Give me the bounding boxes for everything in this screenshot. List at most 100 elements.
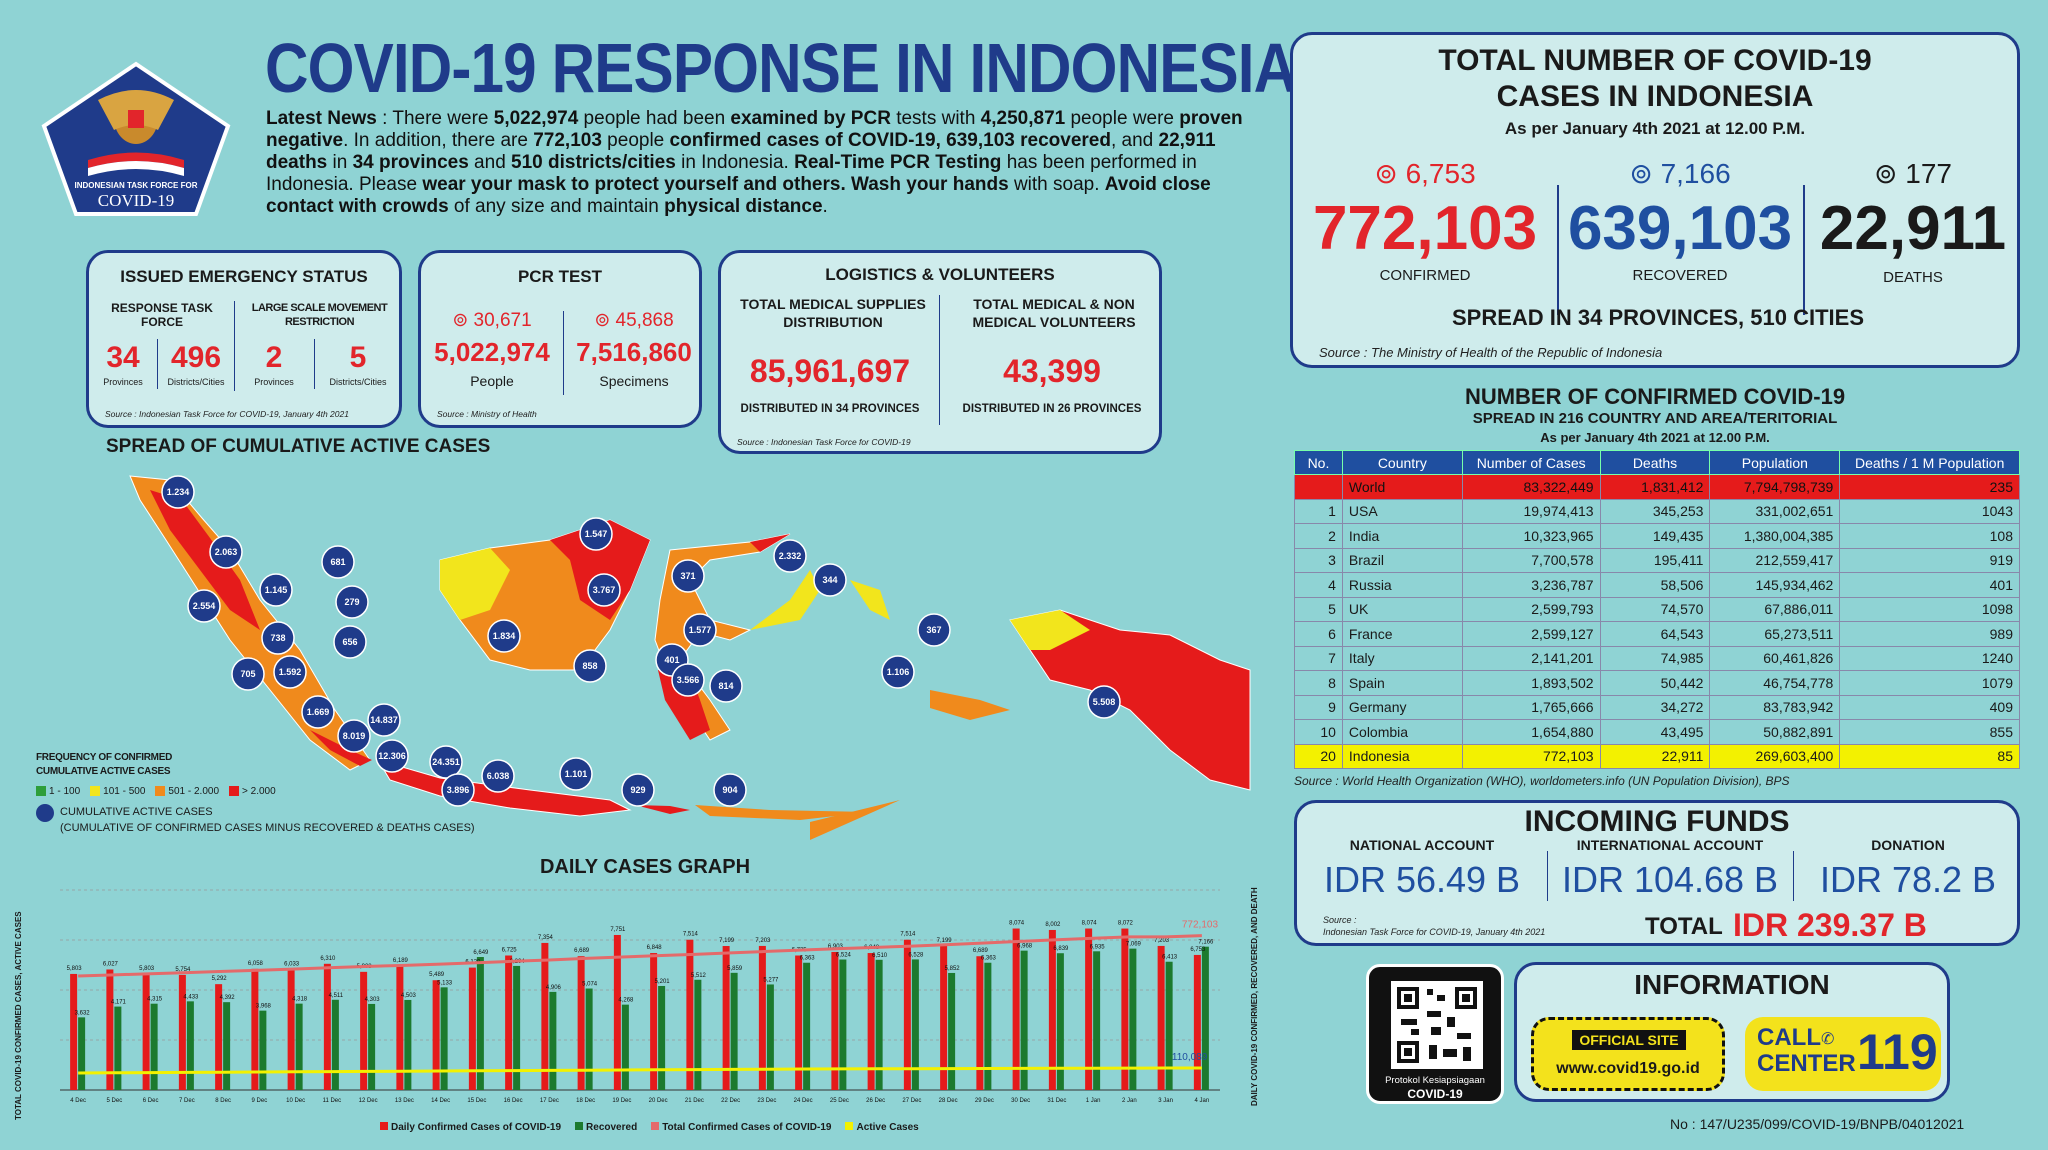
map-legend-item: 101 - 500 xyxy=(90,786,145,797)
call-center-button[interactable]: CALL CENTER ✆ 119 xyxy=(1745,1017,1941,1091)
table-cell: 1098 xyxy=(1839,596,2020,622)
active-cases-bubble xyxy=(161,475,195,509)
map-legend-item: 501 - 2.000 xyxy=(155,786,219,797)
recovered-bar xyxy=(476,957,484,1090)
map-legend-item: > 2.000 xyxy=(229,786,276,797)
recovered-label: 5,859 xyxy=(727,966,743,972)
supplies-value: 85,961,697 xyxy=(749,353,911,389)
daily-confirmed-bar xyxy=(468,967,476,1090)
daily-confirmed-bar xyxy=(215,984,223,1090)
recovered-label: 6,413 xyxy=(1162,955,1178,961)
latest-news: Latest News : There were 5,022,974 peopl… xyxy=(266,108,1243,217)
daily-confirmed-label: 5,292 xyxy=(212,976,228,982)
active-cases-bubble xyxy=(321,545,355,579)
active-cases-bubble-label: 5.508 xyxy=(1093,697,1116,707)
map-legend-label: > 2.000 xyxy=(242,786,276,797)
daily-confirmed-bar xyxy=(1048,929,1056,1090)
qr-card[interactable]: Protokol Kesiapsiagaan COVID-19 xyxy=(1366,964,1504,1104)
daily-confirmed-bar xyxy=(251,968,259,1090)
active-cases-line xyxy=(78,1066,1202,1075)
recovered-value: 639,103 xyxy=(1567,194,1793,263)
table-cell: 269,603,400 xyxy=(1709,743,1841,769)
chart-legend: Daily Confirmed Cases of COVID-19 Recover… xyxy=(380,1122,919,1133)
active-cases-bubble-label: 279 xyxy=(344,597,359,607)
active-cases-bubble xyxy=(481,759,515,793)
recovered-label: 4,906 xyxy=(546,985,562,991)
daily-confirmed-label: 6,189 xyxy=(393,958,409,964)
active-cases-bubble xyxy=(671,559,705,593)
recovered-bar xyxy=(223,1002,231,1090)
active-cases-bubble-label: 1.234 xyxy=(167,487,190,497)
call-label: CALL xyxy=(1757,1024,1821,1051)
active-cases-bubble xyxy=(231,657,265,691)
table-cell: 60,461,826 xyxy=(1709,645,1841,671)
official-site-label: OFFICIAL SITE xyxy=(1572,1030,1686,1050)
call-number: 119 xyxy=(1857,1024,1938,1080)
x-tick-label: 21 Dec xyxy=(685,1098,704,1104)
daily-confirmed-bar xyxy=(1121,928,1129,1090)
arrow-up-icon: ⊚ xyxy=(1374,158,1398,189)
recovered-bar xyxy=(694,979,702,1090)
recovered-label: 5,201 xyxy=(655,979,671,985)
national-account-label: NATIONAL ACCOUNT xyxy=(1349,837,1495,853)
x-tick-label: 31 Dec xyxy=(1047,1098,1066,1104)
x-tick-label: 13 Dec xyxy=(395,1098,414,1104)
recovered-bar xyxy=(984,962,992,1090)
pcr-people-label: People xyxy=(470,373,514,389)
active-cases-bubble-label: 1.547 xyxy=(585,529,608,539)
daily-confirmed-label: 7,514 xyxy=(900,932,916,938)
funds-total-label: TOTAL xyxy=(1645,913,1723,940)
active-end-label: 110,089 xyxy=(1172,1052,1208,1063)
recovered-label: 6,524 xyxy=(836,953,852,959)
daily-confirmed-bar xyxy=(831,951,839,1090)
official-site-link[interactable]: OFFICIAL SITE www.covid19.go.id xyxy=(1531,1017,1725,1091)
x-tick-label: 1 Jan xyxy=(1086,1098,1101,1104)
active-cases-bubble xyxy=(375,739,409,773)
daily-confirmed-bar xyxy=(142,973,150,1090)
table-cell: 2 xyxy=(1294,523,1343,549)
daily-confirmed-bar xyxy=(940,946,948,1090)
recovered-label: 3,968 xyxy=(256,1004,272,1010)
recovered-label: 6,649 xyxy=(473,950,489,956)
chart-legend-label: Daily Confirmed Cases of COVID-19 xyxy=(391,1122,562,1133)
x-tick-label: 28 Dec xyxy=(939,1098,958,1104)
table-cell: Italy xyxy=(1341,645,1463,671)
daily-confirmed-bar xyxy=(613,934,621,1090)
recovered-increase: 7,166 xyxy=(1660,158,1731,189)
recovered-label: 6,510 xyxy=(872,953,888,959)
x-tick-label: 9 Dec xyxy=(252,1098,268,1104)
active-cases-bubble-label: 8.019 xyxy=(343,731,366,741)
international-account-label: INTERNATIONAL ACCOUNT xyxy=(1576,837,1764,853)
psbb-provinces-value: 2 xyxy=(265,341,283,374)
table-header: Deaths xyxy=(1599,450,1711,475)
x-tick-label: 24 Dec xyxy=(794,1098,813,1104)
national-account-value: IDR 56.49 B xyxy=(1323,859,1521,900)
recovered-label: 4,503 xyxy=(401,993,417,999)
map-title: SPREAD OF CUMULATIVE ACTIVE CASES xyxy=(106,436,491,457)
table-cell: 1,654,880 xyxy=(1461,719,1601,745)
table-cell: Russia xyxy=(1341,572,1463,598)
document-number: No : 147/U235/099/COVID-19/BNPB/04012021 xyxy=(1670,1116,1965,1132)
table-header: Deaths / 1 M Population xyxy=(1839,450,2020,475)
table-cell: 20 xyxy=(1294,743,1343,769)
active-cases-bubble-label: 1.577 xyxy=(689,625,712,635)
active-cases-bubble xyxy=(917,613,951,647)
recovered-label: 4,303 xyxy=(365,997,381,1003)
recovered-label: 6,363 xyxy=(981,956,997,962)
emergency-status-panel: ISSUED EMERGENCY STATUS RESPONSE TASK FO… xyxy=(86,250,402,428)
map-legend-title-2: CUMULATIVE ACTIVE CASES xyxy=(36,766,171,777)
x-tick-label: 20 Dec xyxy=(649,1098,668,1104)
recovered-label: 7,166 xyxy=(1198,940,1214,946)
information-title: INFORMATION xyxy=(1634,969,1830,1000)
x-tick-label: 23 Dec xyxy=(757,1098,776,1104)
recovered-label: 4,315 xyxy=(147,997,163,1003)
recovered-label: 5,512 xyxy=(691,973,707,979)
daily-confirmed-bar xyxy=(1157,945,1165,1090)
arrow-up-icon: ⊚ xyxy=(452,310,469,331)
x-tick-label: 14 Dec xyxy=(431,1098,450,1104)
table-cell: 2,599,127 xyxy=(1461,621,1601,647)
table-cell: 212,559,417 xyxy=(1709,547,1841,573)
table-header: Population xyxy=(1709,450,1841,475)
table-cell: 10,323,965 xyxy=(1461,523,1601,549)
map-legend-label: 101 - 500 xyxy=(103,786,146,797)
